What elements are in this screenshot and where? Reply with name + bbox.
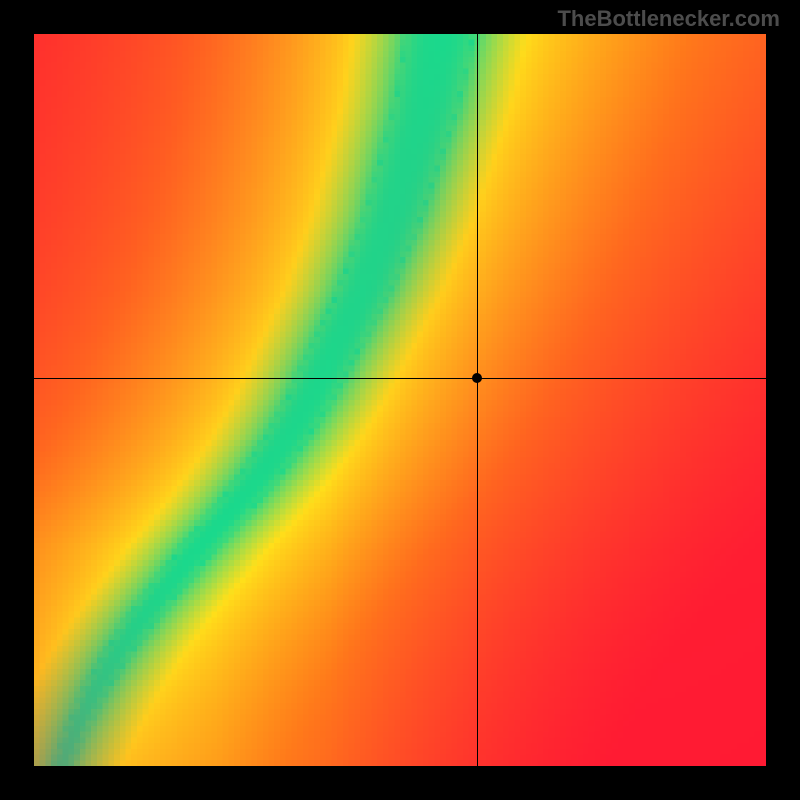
- crosshair-vertical: [477, 34, 478, 766]
- bottleneck-heatmap: [34, 34, 766, 766]
- crosshair-marker: [472, 373, 482, 383]
- crosshair-horizontal: [34, 378, 766, 379]
- watermark-text: TheBottlenecker.com: [557, 6, 780, 32]
- heatmap-canvas: [34, 34, 766, 766]
